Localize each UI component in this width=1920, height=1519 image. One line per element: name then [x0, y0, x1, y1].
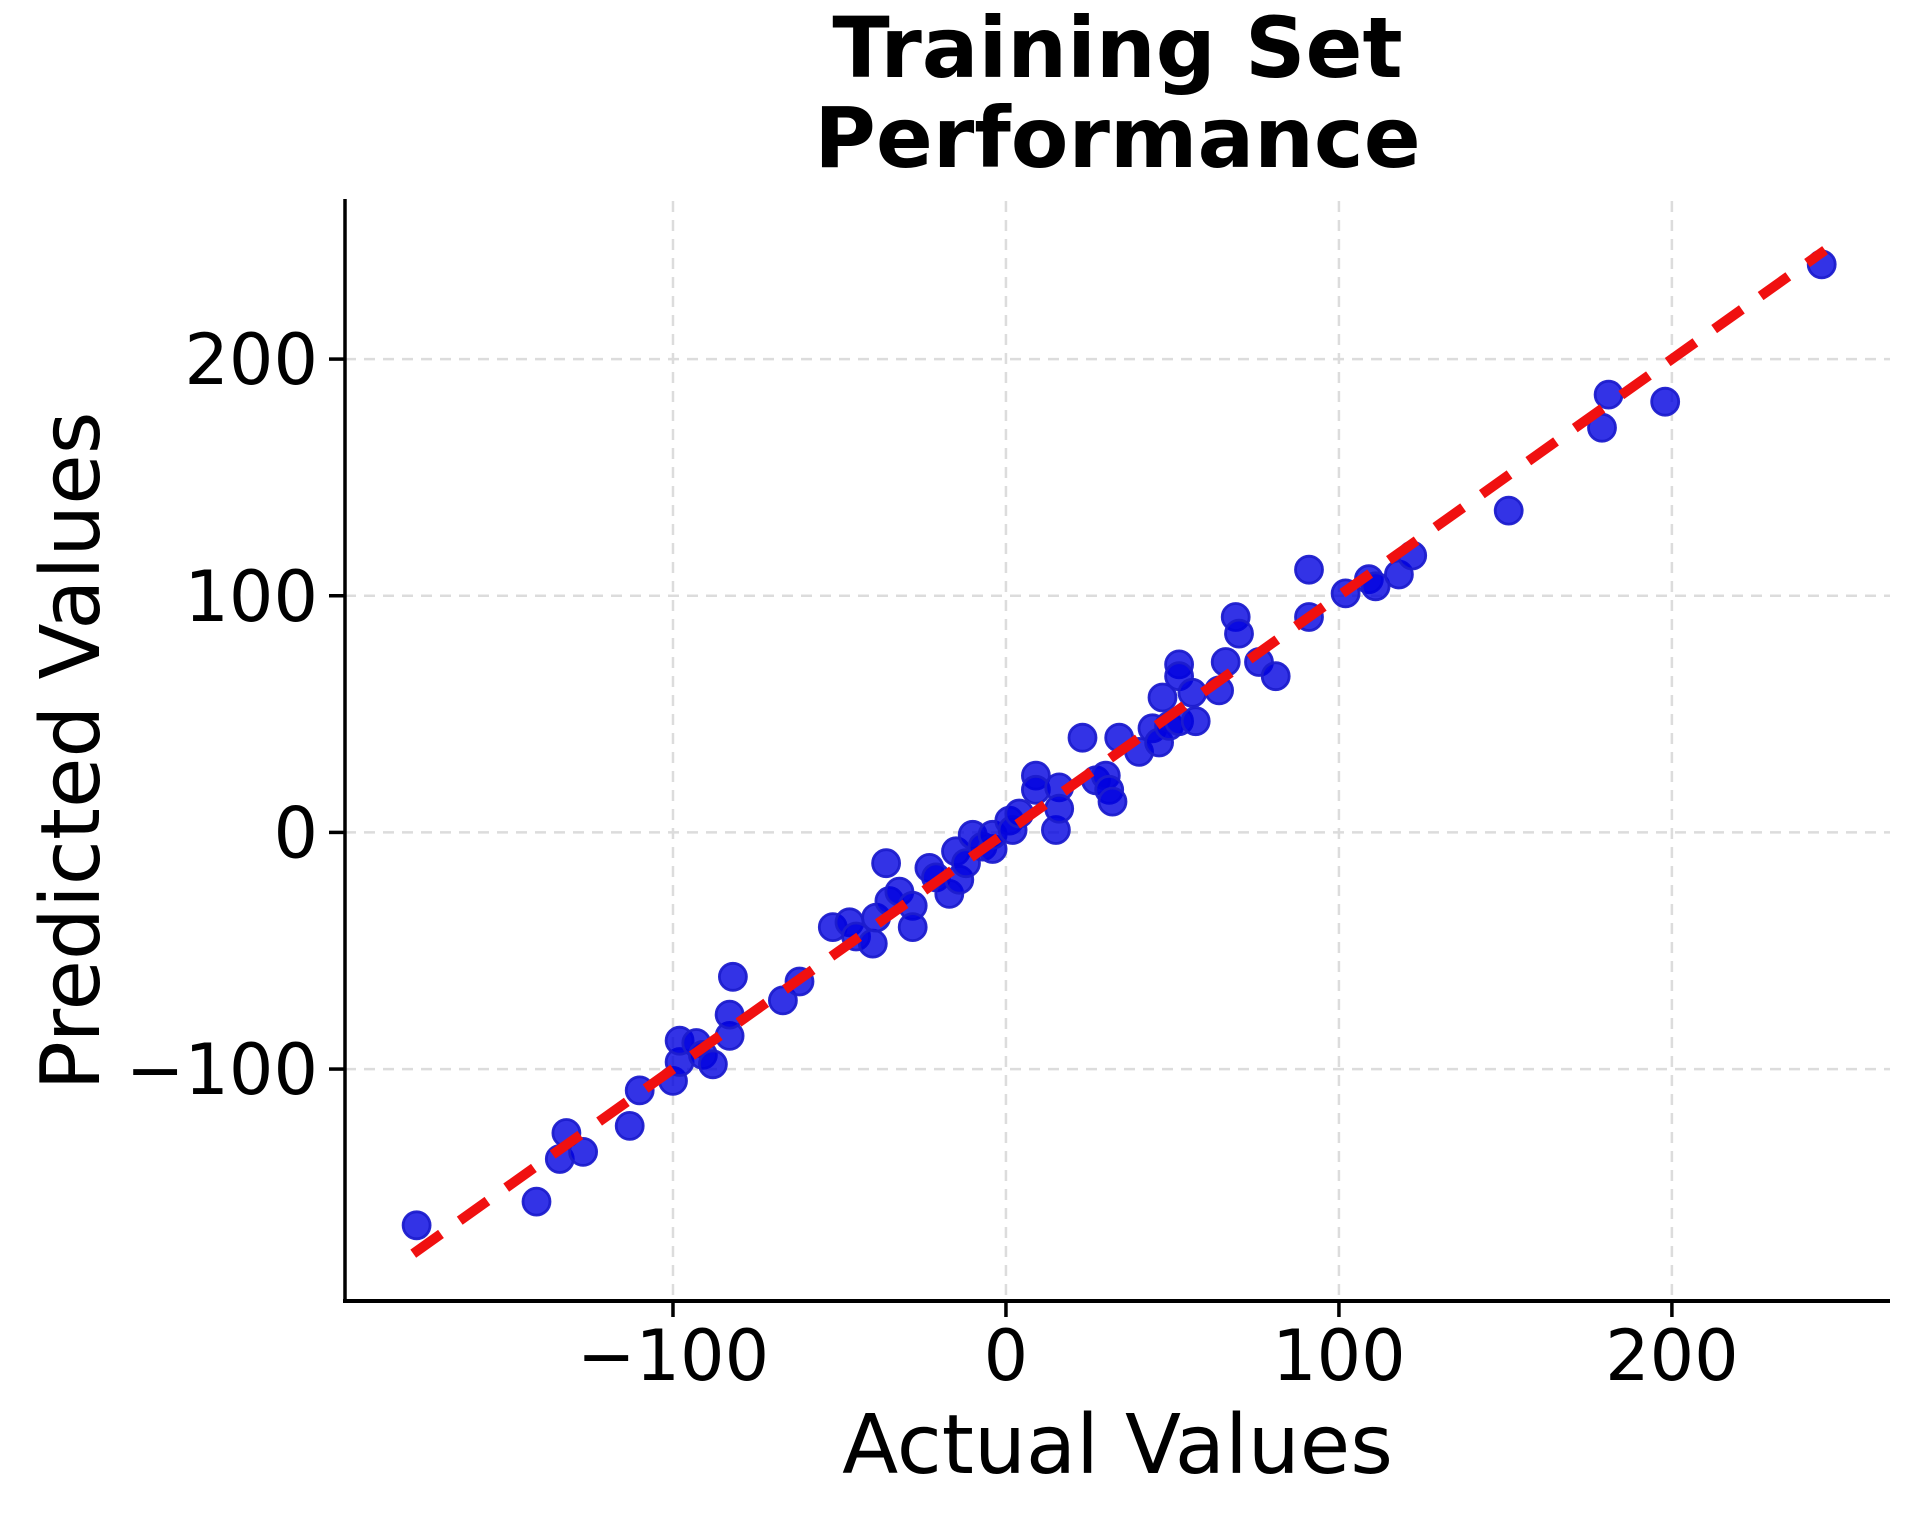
scatter-point	[718, 961, 748, 992]
x-tick-label: 100	[1272, 1315, 1406, 1397]
x-tick-label: 0	[984, 1315, 1029, 1397]
scatter-point	[768, 985, 798, 1016]
scatter-point	[1147, 682, 1178, 713]
scatter-point	[1067, 722, 1098, 753]
chart-title: Training Set Performance	[814, 0, 1421, 187]
scatter-point	[1260, 661, 1291, 692]
scatter-point	[1593, 379, 1624, 410]
y-tick-label: 100	[184, 556, 318, 638]
scatter-point	[614, 1111, 645, 1141]
scatter-point	[568, 1137, 598, 1167]
scatter-point	[714, 999, 745, 1030]
scatter-point	[1044, 793, 1075, 824]
scatter-point	[857, 928, 888, 959]
y-tick-label: 0	[273, 792, 318, 874]
x-tick-label: −100	[577, 1315, 769, 1397]
scatter-point	[1180, 706, 1211, 737]
identity-line	[410, 246, 1828, 1258]
scatter-point	[1650, 386, 1681, 417]
scatter-point	[401, 1210, 432, 1241]
scatter-point	[1294, 554, 1324, 585]
scatter-point	[521, 1186, 552, 1217]
scatter-point	[698, 1049, 728, 1080]
scatter-point	[897, 912, 928, 942]
y-tick-label: −100	[126, 1029, 318, 1111]
scatter-point	[1493, 495, 1524, 526]
x-tick-label: 200	[1605, 1315, 1739, 1397]
scatter-point	[871, 848, 901, 879]
y-tick-label: 200	[184, 319, 318, 401]
x-axis-title: Actual Values	[842, 1398, 1393, 1493]
scatter-point	[1224, 618, 1254, 649]
scatter-point	[1097, 786, 1128, 817]
scatter-point	[1177, 677, 1208, 708]
